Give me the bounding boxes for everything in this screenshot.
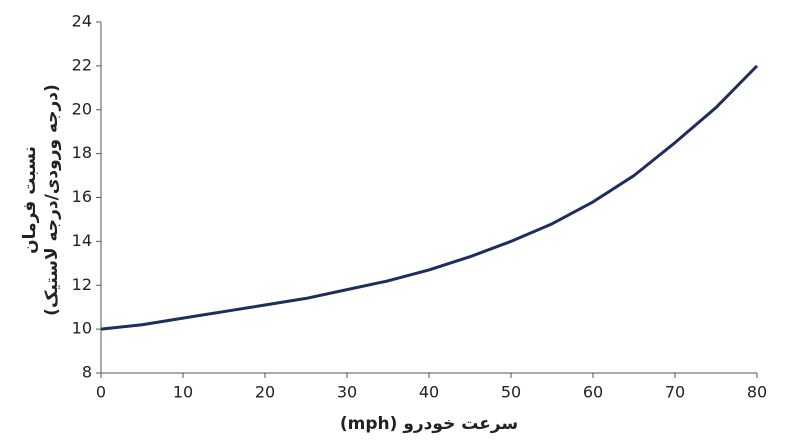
x-tick-label: 50: [501, 383, 521, 402]
y-axis-label: (درجه ورودی/درجه لاستیک): [42, 84, 62, 316]
x-axis-label: سرعت خودرو (mph): [340, 414, 518, 434]
y-tick-label: 8: [82, 363, 92, 382]
y-tick-label: 12: [72, 275, 92, 294]
y-tick-label: 22: [72, 55, 92, 74]
x-tick-label: 0: [96, 383, 106, 402]
y-axis-label: نسبت فرمان: [20, 146, 40, 254]
x-tick-label: 80: [747, 383, 767, 402]
x-tick-label: 70: [665, 383, 685, 402]
y-tick-label: 14: [72, 231, 92, 250]
x-tick-label: 20: [255, 383, 275, 402]
y-tick-label: 18: [72, 143, 92, 162]
line-series: [100, 64, 759, 331]
x-tick-label: 60: [583, 383, 603, 402]
x-tick-label: 40: [419, 383, 439, 402]
y-tick-label: 10: [72, 319, 92, 338]
x-tick-label: 30: [337, 383, 357, 402]
y-tick-label: 24: [72, 12, 92, 31]
y-tick-label: 20: [72, 99, 92, 118]
y-tick-label: 16: [72, 187, 92, 206]
x-tick-label: 10: [173, 383, 193, 402]
